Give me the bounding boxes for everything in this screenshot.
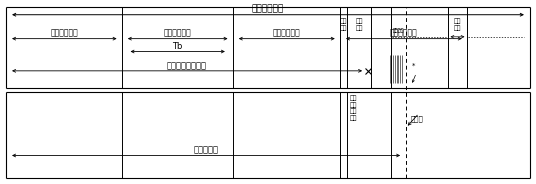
Text: 精测距: 精测距 — [411, 116, 424, 122]
Text: 基带测距码片: 基带测距码片 — [164, 29, 191, 38]
Text: 基带测距码片: 基带测距码片 — [50, 29, 78, 38]
Text: 基带测距码片: 基带测距码片 — [273, 29, 301, 38]
Text: Tb: Tb — [173, 42, 183, 51]
Text: *: * — [412, 63, 415, 69]
Text: 基带测距伪码: 基带测距伪码 — [252, 5, 284, 14]
Text: 扩频
码元: 扩频 码元 — [454, 18, 461, 31]
Text: 扩频码元: 扩频码元 — [392, 28, 404, 33]
Text: 总测距时延: 总测距时延 — [193, 146, 219, 155]
Text: 基带测距码片: 基带测距码片 — [390, 29, 418, 38]
Text: 第一次粗测距估计: 第一次粗测距估计 — [167, 61, 207, 70]
Text: 第二
次粗
测距
估计: 第二 次粗 测距 估计 — [350, 96, 358, 121]
Text: 扩频
码元: 扩频 码元 — [340, 18, 347, 31]
Text: 扩频
码元: 扩频 码元 — [356, 18, 363, 31]
